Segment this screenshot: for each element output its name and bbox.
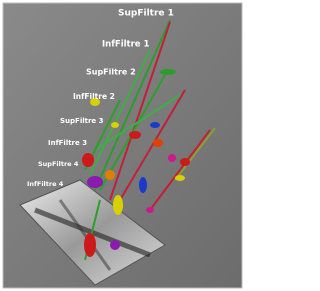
- label: SupFiltre 3: [60, 117, 104, 125]
- label: SupFiltre 1: [118, 9, 174, 19]
- label: InfFiltre 1: [102, 40, 150, 50]
- marker: [87, 176, 103, 188]
- label: SupFiltre 4: [38, 160, 79, 168]
- label: SupFiltre 2: [86, 68, 136, 77]
- marker: [105, 170, 115, 180]
- label: InfFiltre 2: [73, 92, 115, 101]
- marker: [139, 177, 147, 193]
- marker: [111, 122, 119, 128]
- marker: [82, 153, 94, 167]
- marker: [110, 240, 120, 250]
- scene-view: SupFiltre 1 InfFiltre 1 SupFiltre 2 InfF…: [0, 0, 245, 291]
- marker: [84, 233, 96, 257]
- label: InfFiltre 3: [48, 139, 87, 147]
- marker: [153, 139, 163, 147]
- marker: [168, 154, 176, 162]
- marker: [129, 131, 141, 139]
- label: InfFiltre 4: [27, 180, 64, 188]
- marker: [146, 207, 154, 213]
- marker: [180, 158, 190, 166]
- marker: [150, 122, 160, 128]
- marker: [113, 195, 123, 215]
- marker: [175, 175, 185, 181]
- marker: [160, 69, 176, 75]
